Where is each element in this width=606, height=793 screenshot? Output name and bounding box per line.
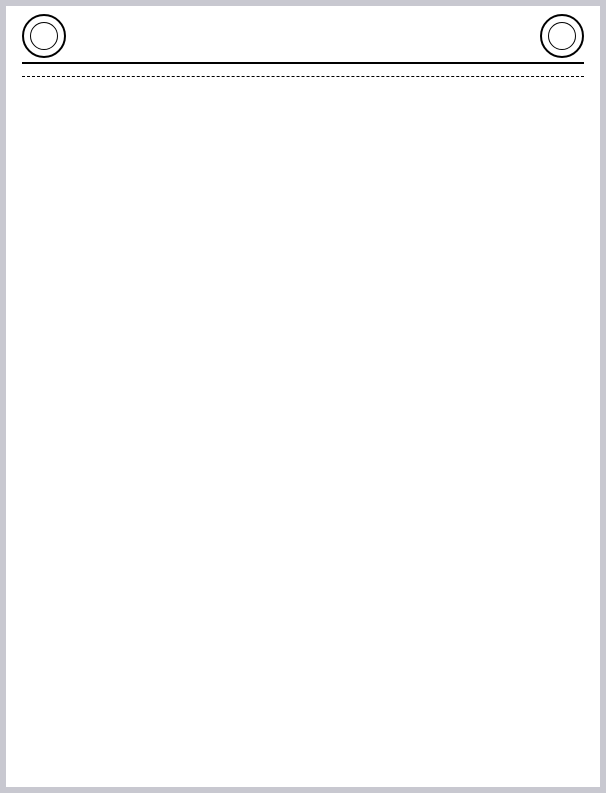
divider-top xyxy=(22,62,584,64)
page xyxy=(6,6,600,787)
divider-mid xyxy=(22,76,584,77)
header-row xyxy=(22,14,584,58)
seal-left xyxy=(22,14,66,58)
seal-right xyxy=(540,14,584,58)
